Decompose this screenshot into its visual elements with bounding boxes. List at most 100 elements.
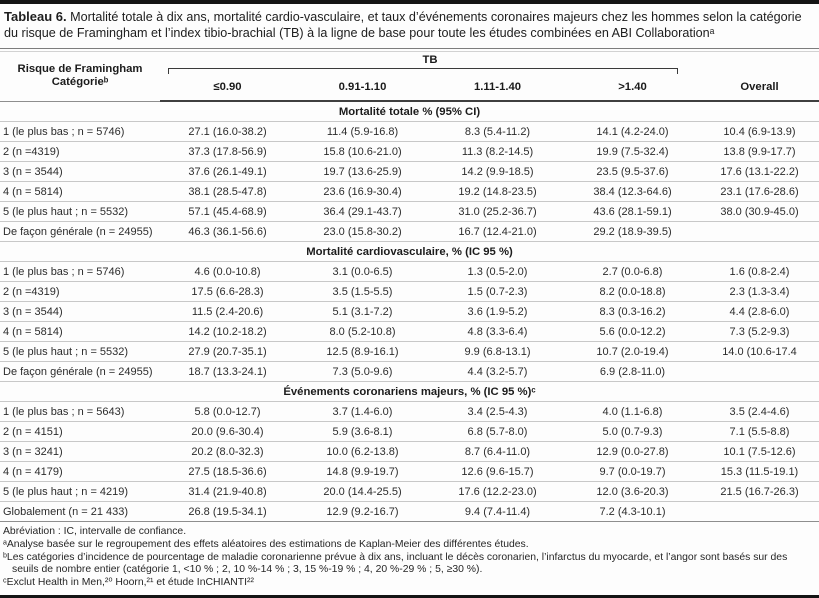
data-cell: 19.9 (7.5-32.4) <box>565 141 700 162</box>
table-row: 5 (le plus haut ; n = 5532) 27.9 (20.7-35… <box>0 341 819 362</box>
section-title: Mortalité cardiovasculaire, % (IC 95 %) <box>0 241 819 262</box>
data-cell <box>700 221 819 242</box>
data-cell: 8.0 (5.2-10.8) <box>295 321 430 342</box>
table-row: 1 (le plus bas ; n = 5643) 5.8 (0.0-12.7)… <box>0 401 819 422</box>
data-cell: 36.4 (29.1-43.7) <box>295 201 430 222</box>
data-cell: 3.5 (1.5-5.5) <box>295 281 430 302</box>
table-caption: Tableau 6. Mortalité totale à dix ans, m… <box>0 4 819 45</box>
footnote-a: ᵃAnalyse basée sur le regroupement des e… <box>3 538 529 550</box>
data-cell: 17.6 (13.1-22.2) <box>700 161 819 182</box>
data-cell: 5.6 (0.0-12.2) <box>565 321 700 342</box>
data-cell: 3.6 (1.9-5.2) <box>430 301 565 322</box>
table-row: 4 (n = 4179) 27.5 (18.5-36.6) 14.8 (9.9-19… <box>0 461 819 482</box>
section-header-row: Mortalité totale % (95% CI) <box>0 100 819 122</box>
data-cell: 57.1 (45.4-68.9) <box>160 201 295 222</box>
data-cell: 5.0 (0.7-9.3) <box>565 421 700 442</box>
data-cell: 14.8 (9.9-19.7) <box>295 461 430 482</box>
table-row: 1 (le plus bas ; n = 5746) 27.1 (16.0-38.… <box>0 121 819 142</box>
table-row: 5 (le plus haut ; n = 4219) 31.4 (21.9-40… <box>0 481 819 502</box>
data-cell: 3.7 (1.4-6.0) <box>295 401 430 422</box>
row-label: 2 (n =4319) <box>0 141 160 162</box>
data-cell: 37.6 (26.1-49.1) <box>160 161 295 182</box>
data-cell: 12.6 (9.6-15.7) <box>430 461 565 482</box>
data-cell: 14.2 (10.2-18.2) <box>160 321 295 342</box>
row-label: 4 (n = 5814) <box>0 321 160 342</box>
data-cell: 31.4 (21.9-40.8) <box>160 481 295 502</box>
data-cell: 4.6 (0.0-10.8) <box>160 261 295 282</box>
data-cell: 3.1 (0.0-6.5) <box>295 261 430 282</box>
table-row: 3 (n = 3241) 20.2 (8.0-32.3) 10.0 (6.2-13.… <box>0 441 819 462</box>
data-cell: 18.7 (13.3-24.1) <box>160 361 295 382</box>
column-header-row: ≤0.90 0.91-1.10 1.11-1.40 >1.40 Overall <box>0 74 819 102</box>
row-label: De façon générale (n = 24955) <box>0 221 160 242</box>
top-rule <box>0 0 819 4</box>
data-cell: 46.3 (36.1-56.6) <box>160 221 295 242</box>
row-label: De façon générale (n = 24955) <box>0 361 160 382</box>
row-label: 2 (n = 4151) <box>0 421 160 442</box>
data-cell: 27.1 (16.0-38.2) <box>160 121 295 142</box>
data-cell: 23.1 (17.6-28.6) <box>700 181 819 202</box>
data-cell: 20.0 (14.4-25.5) <box>295 481 430 502</box>
table-row: 4 (n = 5814) 38.1 (28.5-47.8) 23.6 (16.9-3… <box>0 181 819 202</box>
column-header-091-110: 0.91-1.10 <box>295 74 430 102</box>
data-cell: 38.4 (12.3-64.6) <box>565 181 700 202</box>
data-cell: 17.6 (12.2-23.0) <box>430 481 565 502</box>
row-label: 3 (n = 3544) <box>0 161 160 182</box>
caption-rule <box>0 48 819 52</box>
data-cell: 11.5 (2.4-20.6) <box>160 301 295 322</box>
table-row: De façon générale (n = 24955) 18.7 (13.3-… <box>0 361 819 382</box>
data-cell: 5.1 (3.1-7.2) <box>295 301 430 322</box>
table-row: 4 (n = 5814) 14.2 (10.2-18.2) 8.0 (5.2-10.… <box>0 321 819 342</box>
row-label: 5 (le plus haut ; n = 5532) <box>0 201 160 222</box>
data-cell: 2.7 (0.0-6.8) <box>565 261 700 282</box>
data-cell: 10.4 (6.9-13.9) <box>700 121 819 142</box>
row-label: 1 (le plus bas ; n = 5643) <box>0 401 160 422</box>
footnote-abbreviation: Abréviation : IC, intervalle de confianc… <box>3 526 187 537</box>
tb-span-label: TB <box>422 54 438 66</box>
column-header-gt140: >1.40 <box>565 74 700 102</box>
footnote-c: ᶜExclut Health in Men,²⁰ Hoorn,²¹ et étu… <box>3 577 254 589</box>
table-header: Risque de Framingham Catégorieᵇ TB ≤0.90… <box>0 52 819 102</box>
data-cell: 4.8 (3.3-6.4) <box>430 321 565 342</box>
data-cell: 1.3 (0.5-2.0) <box>430 261 565 282</box>
data-cell: 14.2 (9.9-18.5) <box>430 161 565 182</box>
data-cell: 21.5 (16.7-26.3) <box>700 481 819 502</box>
column-header-111-140: 1.11-1.40 <box>430 74 565 102</box>
data-cell: 3.5 (2.4-4.6) <box>700 401 819 422</box>
data-cell: 4.0 (1.1-6.8) <box>565 401 700 422</box>
data-cell: 12.9 (0.0-27.8) <box>565 441 700 462</box>
data-cell: 12.9 (9.2-16.7) <box>295 501 430 522</box>
data-cell: 7.2 (4.3-10.1) <box>565 501 700 522</box>
data-cell: 4.4 (3.2-5.7) <box>430 361 565 382</box>
data-cell: 8.3 (5.4-11.2) <box>430 121 565 142</box>
data-cell: 10.1 (7.5-12.6) <box>700 441 819 462</box>
data-cell: 4.4 (2.8-6.0) <box>700 301 819 322</box>
row-label: 5 (le plus haut ; n = 4219) <box>0 481 160 502</box>
row-label: 3 (n = 3544) <box>0 301 160 322</box>
section-header-row: Événements coronariens majeurs, % (IC 95… <box>0 381 819 402</box>
data-cell: 9.9 (6.8-13.1) <box>430 341 565 362</box>
data-cell <box>700 361 819 382</box>
data-cell: 29.2 (18.9-39.5) <box>565 221 700 242</box>
column-header-overall: Overall <box>700 74 819 102</box>
table-row: 5 (le plus haut ; n = 5532) 57.1 (45.4-68… <box>0 201 819 222</box>
data-cell: 38.0 (30.9-45.0) <box>700 201 819 222</box>
data-cell: 9.4 (7.4-11.4) <box>430 501 565 522</box>
data-cell: 15.3 (11.5-19.1) <box>700 461 819 482</box>
footnotes-block: Abréviation : IC, intervalle de confianc… <box>0 522 819 590</box>
table-row: 2 (n =4319) 37.3 (17.8-56.9) 15.8 (10.6-21… <box>0 141 819 162</box>
tb-span-header: TB <box>160 52 700 74</box>
table-row: 1 (le plus bas ; n = 5746) 4.6 (0.0-10.8)… <box>0 261 819 282</box>
data-cell: 8.2 (0.0-18.8) <box>565 281 700 302</box>
data-cell: 1.5 (0.7-2.3) <box>430 281 565 302</box>
data-cell: 13.8 (9.9-17.7) <box>700 141 819 162</box>
data-cell: 7.3 (5.2-9.3) <box>700 321 819 342</box>
row-label: 3 (n = 3241) <box>0 441 160 462</box>
section-title: Événements coronariens majeurs, % (IC 95… <box>0 381 819 402</box>
data-cell: 12.5 (8.9-16.1) <box>295 341 430 362</box>
table-row: 3 (n = 3544) 11.5 (2.4-20.6) 5.1 (3.1-7.2)… <box>0 301 819 322</box>
data-cell: 23.6 (16.9-30.4) <box>295 181 430 202</box>
data-cell: 20.2 (8.0-32.3) <box>160 441 295 462</box>
column-header-le090: ≤0.90 <box>160 74 295 102</box>
data-cell: 14.0 (10.6-17.4 <box>700 341 819 362</box>
